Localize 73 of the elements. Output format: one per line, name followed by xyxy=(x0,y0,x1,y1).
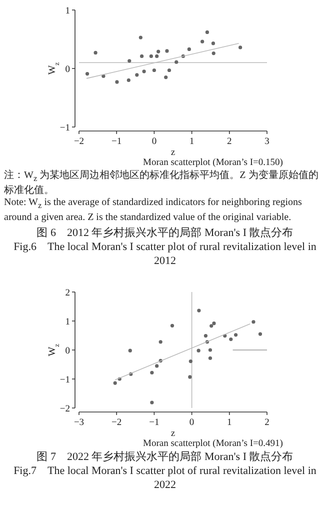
y-tick-label: −1 xyxy=(60,123,70,134)
point xyxy=(135,73,139,77)
point xyxy=(113,381,117,385)
point xyxy=(252,320,256,324)
point xyxy=(115,80,119,84)
point xyxy=(158,340,162,344)
x-tick-label: 2 xyxy=(264,418,270,428)
text: Moran scatterplot (Moran’s I=0.491) xyxy=(143,439,283,449)
y-tick-label: 2 xyxy=(65,288,70,298)
x-tick-label: −1 xyxy=(112,137,122,147)
point xyxy=(164,75,168,80)
point xyxy=(212,322,216,326)
point xyxy=(152,68,156,72)
text: Moran scatterplot (Moran’s I=0.150) xyxy=(143,158,283,168)
point xyxy=(174,60,178,64)
point xyxy=(210,324,214,328)
y-tick-label: −1 xyxy=(60,375,70,386)
point xyxy=(197,308,201,312)
point xyxy=(138,36,142,40)
point xyxy=(140,54,144,58)
text: 图 6 2012 年乡村振兴水平的局部 Moran's I 散点分布 xyxy=(36,226,294,240)
point xyxy=(167,68,172,72)
x-tick-label: −3 xyxy=(74,418,84,428)
y-tick-label: 1 xyxy=(65,317,70,328)
point xyxy=(156,50,160,54)
point xyxy=(188,375,192,379)
point xyxy=(234,333,238,337)
point xyxy=(128,59,132,63)
point xyxy=(165,49,169,53)
point xyxy=(187,47,191,51)
text: Note: W$_{z}$ is the average of standardized indicators for neighboring regions around a given area. Z is the standardized value of the original variable. xyxy=(4,197,303,224)
x-tick-label: 2 xyxy=(227,137,232,147)
point xyxy=(258,332,262,336)
point xyxy=(211,42,216,46)
x-tick-label: −1 xyxy=(149,418,160,428)
y-tick-label: 0 xyxy=(65,346,70,356)
point xyxy=(155,54,159,58)
point xyxy=(150,370,154,374)
point xyxy=(150,400,154,404)
text: 图 7 2022 年乡村振兴水平的局部 Moran's I 散点分布 xyxy=(36,450,294,464)
point xyxy=(196,348,200,352)
x-tick-label: −2 xyxy=(112,418,122,428)
x-tick-label: 0 xyxy=(152,137,157,147)
x-tick-label: 0 xyxy=(189,418,194,428)
point xyxy=(85,72,90,76)
y-tick-label: 0 xyxy=(65,64,70,75)
x-tick-label: 3 xyxy=(264,137,270,147)
point xyxy=(229,337,233,342)
point xyxy=(212,51,216,56)
x-tick-label: 1 xyxy=(227,418,232,428)
text: Fig.6 The local Moran's I scatter plot of rural revitalization level in 2012 xyxy=(12,240,318,268)
point xyxy=(128,348,132,352)
text: Fig.7 The local Moran's I scatter plot of rural revitalization level in 2022 xyxy=(12,464,318,492)
x-tick-label: −2 xyxy=(74,137,84,147)
point xyxy=(142,70,146,74)
point xyxy=(208,356,212,360)
y-tick-label: −2 xyxy=(60,404,70,414)
point xyxy=(170,324,174,328)
point xyxy=(204,334,208,338)
point xyxy=(188,360,192,364)
point xyxy=(126,78,130,82)
point xyxy=(149,54,153,58)
x-axis-title: z xyxy=(170,429,176,439)
point xyxy=(155,364,159,368)
x-tick-label: 1 xyxy=(189,137,194,147)
point xyxy=(94,50,98,55)
point xyxy=(238,46,242,50)
y-tick-label: 1 xyxy=(65,6,70,16)
text: 注：W$_{z}$ 为某地区周边相邻地区的标准化指标平均值。Z 为变量原始值的标准化值。 xyxy=(4,170,320,197)
point xyxy=(208,348,212,352)
point xyxy=(200,40,204,44)
x-axis-title: z xyxy=(170,148,176,158)
point xyxy=(205,30,210,34)
